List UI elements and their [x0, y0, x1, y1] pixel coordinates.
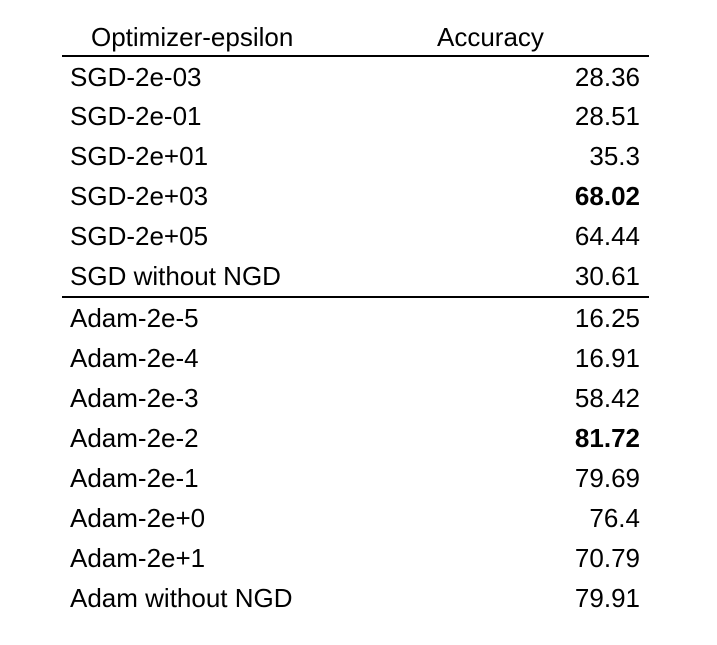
accuracy-cell: 35.3	[589, 141, 640, 171]
table-row: Adam-2e+0 76.4	[62, 498, 649, 538]
table-row: SGD-2e-03 28.36	[62, 57, 649, 96]
accuracy-cell: 76.4	[589, 503, 640, 533]
method-cell: SGD without NGD	[70, 261, 281, 291]
method-cell: SGD-2e+03	[70, 181, 209, 211]
table-row: Adam-2e-4 16.91	[62, 338, 649, 378]
accuracy-cell: 30.61	[574, 261, 640, 291]
table-header: Optimizer-epsilon Accuracy	[62, 17, 649, 57]
accuracy-cell: 68.02	[574, 181, 640, 211]
accuracy-cell: 81.72	[574, 423, 640, 453]
table-row: Adam-2e-5 16.25	[62, 298, 649, 338]
table-row: SGD-2e-01 28.51	[62, 96, 649, 136]
method-cell: Adam-2e-5	[70, 303, 199, 333]
accuracy-cell: 28.36	[574, 62, 640, 92]
method-cell: SGD-2e-01	[70, 101, 202, 131]
method-cell: Adam-2e-4	[70, 343, 199, 373]
accuracy-cell: 79.91	[574, 583, 640, 613]
method-cell: Adam-2e+0	[70, 503, 206, 533]
adam-results-group: Adam-2e-5 16.25 Adam-2e-4 16.91 Adam-2e-…	[62, 298, 649, 618]
table-row: SGD-2e+03 68.02	[62, 176, 649, 216]
table-row: SGD-2e+05 64.44	[62, 216, 649, 256]
method-cell: Adam-2e-2	[70, 423, 199, 453]
method-cell: SGD-2e+01	[70, 141, 209, 171]
method-column-header: Optimizer-epsilon	[91, 22, 294, 52]
table-row: Adam-2e-3 58.42	[62, 378, 649, 418]
method-cell: Adam without NGD	[70, 583, 293, 613]
method-cell: Adam-2e-1	[70, 463, 199, 493]
accuracy-cell: 28.51	[574, 101, 640, 131]
accuracy-column-header: Accuracy	[437, 22, 544, 52]
sgd-results-group: SGD-2e-03 28.36 SGD-2e-01 28.51 SGD-2e+0…	[62, 57, 649, 298]
table-row: SGD without NGD 30.61	[62, 256, 649, 296]
accuracy-cell: 64.44	[574, 221, 640, 251]
method-cell: SGD-2e-03	[70, 62, 202, 92]
accuracy-cell: 79.69	[574, 463, 640, 493]
accuracy-cell: 16.25	[574, 303, 640, 333]
table-row: SGD-2e+01 35.3	[62, 136, 649, 176]
accuracy-cell: 70.79	[574, 543, 640, 573]
accuracy-cell: 16.91	[574, 343, 640, 373]
method-cell: Adam-2e-3	[70, 383, 199, 413]
table-row: Adam without NGD 79.91	[62, 578, 649, 618]
method-cell: Adam-2e+1	[70, 543, 206, 573]
method-cell: SGD-2e+05	[70, 221, 209, 251]
results-table: Optimizer-epsilon Accuracy SGD-2e-03 28.…	[62, 17, 649, 618]
table-row: Adam-2e+1 70.79	[62, 538, 649, 578]
table-row: Adam-2e-1 79.69	[62, 458, 649, 498]
table-row: Adam-2e-2 81.72	[62, 418, 649, 458]
accuracy-cell: 58.42	[574, 383, 640, 413]
